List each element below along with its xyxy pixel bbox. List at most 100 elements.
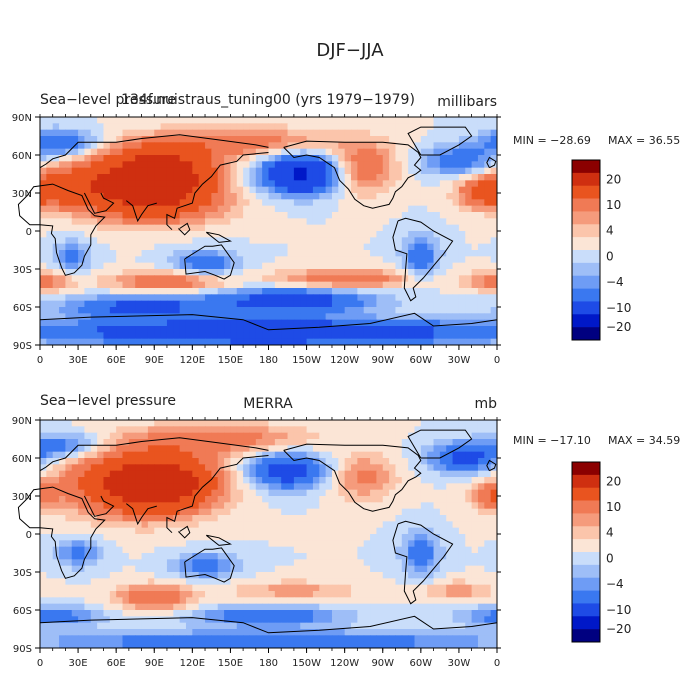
heatmap-cell xyxy=(59,546,66,554)
heatmap-cell xyxy=(281,534,289,541)
heatmap-cell xyxy=(274,212,282,219)
heatmap-cell xyxy=(382,300,390,308)
heatmap-cell xyxy=(458,167,466,175)
heatmap-cell xyxy=(236,534,244,541)
heatmap-cell xyxy=(71,294,79,302)
heatmap-cell xyxy=(128,155,136,162)
heatmap-cell xyxy=(46,231,54,238)
heatmap-cell xyxy=(154,161,162,169)
heatmap-cell xyxy=(141,307,149,314)
heatmap-cell xyxy=(389,458,396,465)
heatmap-cell xyxy=(52,326,60,333)
heatmap-cell xyxy=(427,603,435,611)
heatmap-cell xyxy=(205,426,212,434)
heatmap-cell xyxy=(205,464,212,472)
heatmap-cell xyxy=(255,281,263,289)
heatmap-cell xyxy=(52,136,60,143)
heatmap-cell xyxy=(281,288,289,295)
heatmap-cell xyxy=(59,231,66,238)
heatmap-cell xyxy=(122,426,130,434)
heatmap-cell xyxy=(173,262,181,270)
heatmap-cell xyxy=(484,205,492,213)
heatmap-cell xyxy=(331,262,339,270)
heatmap-cell xyxy=(389,565,396,573)
heatmap-cell xyxy=(173,326,181,333)
heatmap-cell xyxy=(109,445,117,453)
heatmap-cell xyxy=(59,174,66,181)
heatmap-cell xyxy=(185,142,193,150)
heatmap-cell xyxy=(376,269,384,276)
heatmap-cell xyxy=(160,597,168,605)
heatmap-cell xyxy=(141,186,149,194)
heatmap-cell xyxy=(471,584,479,592)
heatmap-cell xyxy=(135,445,143,453)
heatmap-cell xyxy=(319,464,327,472)
heatmap-cell xyxy=(420,148,428,156)
heatmap-cell xyxy=(84,489,92,497)
heatmap-cell xyxy=(249,167,257,175)
heatmap-cell xyxy=(452,610,460,617)
heatmap-cell xyxy=(185,129,193,137)
heatmap-cell xyxy=(147,515,155,522)
heatmap-cell xyxy=(122,546,130,554)
heatmap-cell xyxy=(122,578,130,586)
heatmap-cell xyxy=(389,231,396,238)
heatmap-cell xyxy=(211,578,219,586)
heatmap-cell xyxy=(446,451,454,459)
heatmap-cell xyxy=(458,470,466,478)
heatmap-cell xyxy=(344,338,352,345)
heatmap-cell xyxy=(141,477,149,484)
heatmap-cell xyxy=(122,502,130,510)
heatmap-cell xyxy=(452,294,460,302)
heatmap-cell xyxy=(40,155,47,162)
heatmap-cell xyxy=(135,288,143,295)
heatmap-cell xyxy=(458,313,466,321)
heatmap-cell xyxy=(420,288,428,295)
heatmap-cell xyxy=(103,464,111,472)
heatmap-cell xyxy=(198,597,206,605)
heatmap-cell xyxy=(262,148,270,156)
heatmap-cell xyxy=(52,477,60,484)
heatmap-cell xyxy=(198,483,206,491)
heatmap-cell xyxy=(52,584,60,592)
heatmap-cell xyxy=(427,578,435,586)
heatmap-cell xyxy=(90,477,98,484)
heatmap-cell xyxy=(293,578,301,586)
heatmap-cell xyxy=(154,288,162,295)
heatmap-cell xyxy=(287,205,295,213)
heatmap-cell xyxy=(46,610,54,617)
heatmap-cell xyxy=(147,553,155,560)
heatmap-cell xyxy=(230,553,238,560)
heatmap-cell xyxy=(490,572,497,579)
heatmap-cell xyxy=(78,610,85,617)
heatmap-cell xyxy=(128,470,136,478)
heatmap-cell xyxy=(198,332,206,340)
heatmap-cell xyxy=(217,231,225,238)
heatmap-cell xyxy=(46,186,54,194)
heatmap-cell xyxy=(293,155,301,162)
heatmap-cell xyxy=(224,610,231,617)
heatmap-cell xyxy=(154,218,162,226)
heatmap-cell xyxy=(351,250,358,257)
heatmap-cell xyxy=(300,250,308,257)
heatmap-cell xyxy=(40,597,47,605)
heatmap-cell xyxy=(458,250,466,257)
heatmap-cell xyxy=(141,148,149,156)
heatmap-cell xyxy=(331,256,339,264)
heatmap-cell xyxy=(78,205,85,213)
heatmap-cell xyxy=(439,559,447,567)
heatmap-cell xyxy=(465,186,473,194)
heatmap-cell xyxy=(52,300,60,308)
heatmap-cell xyxy=(471,483,479,491)
heatmap-cell xyxy=(154,527,162,535)
heatmap-cell xyxy=(268,300,276,308)
heatmap-cell xyxy=(357,540,365,548)
heatmap-cell xyxy=(122,288,130,295)
heatmap-cell xyxy=(147,123,155,131)
heatmap-cell xyxy=(420,212,428,219)
heatmap-cell xyxy=(458,256,466,264)
heatmap-cell xyxy=(376,250,384,257)
heatmap-cell xyxy=(147,218,155,226)
heatmap-cell xyxy=(160,142,168,150)
heatmap-cell xyxy=(97,338,104,345)
